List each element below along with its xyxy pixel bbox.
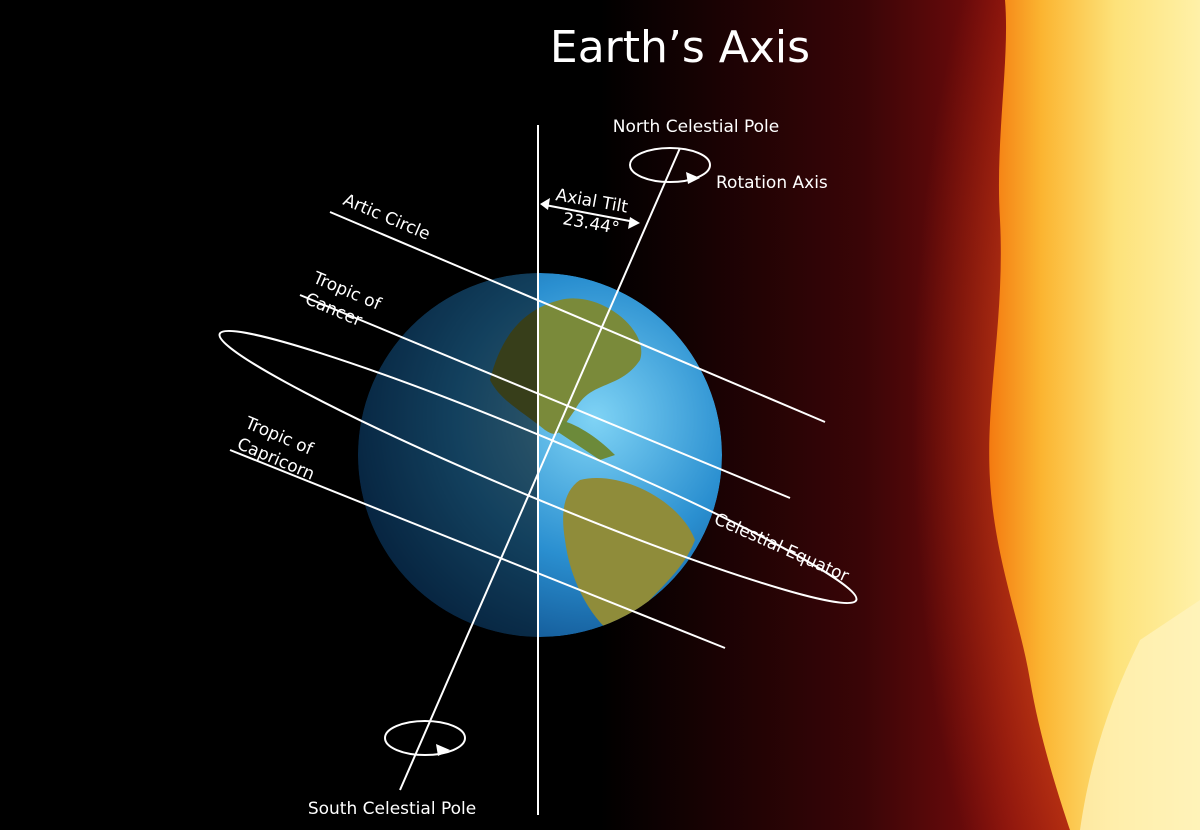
- label: Rotation Axis: [716, 173, 828, 193]
- label: South Celestial Pole: [308, 799, 476, 819]
- cancer-line: [299, 294, 791, 499]
- rotation-ellipse: [384, 720, 466, 756]
- label: North Celestial Pole: [613, 117, 779, 137]
- equator-ellipse: [218, 330, 858, 604]
- sun: [989, 0, 1200, 830]
- arctic-line: [329, 211, 826, 423]
- capricorn-line: [229, 449, 726, 649]
- rotation-ellipse: [629, 147, 711, 183]
- tilt-arrow-line: [544, 204, 636, 223]
- arrow: [686, 172, 700, 184]
- title: Earth’s Axis: [550, 22, 810, 73]
- earth: [358, 273, 722, 637]
- arrow: [436, 744, 450, 756]
- sun-flare: [1080, 600, 1200, 830]
- arrow: [540, 198, 640, 229]
- rotation-axis: [399, 147, 681, 791]
